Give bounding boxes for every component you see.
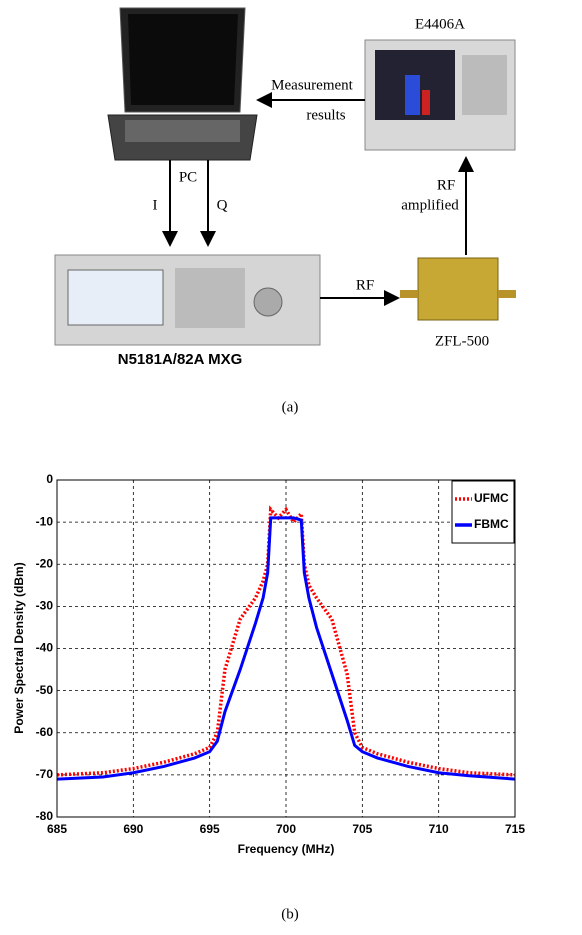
x-tick-label: 700	[276, 822, 296, 836]
y-tick-label: -80	[36, 809, 54, 823]
label: amplified	[401, 197, 459, 213]
x-tick-label: 690	[123, 822, 143, 836]
label: E4406A	[415, 16, 465, 32]
label: RF	[437, 177, 455, 193]
x-tick-label: 705	[352, 822, 372, 836]
x-tick-label: 685	[47, 822, 67, 836]
series-line	[56, 505, 516, 777]
y-axis-title: Power Spectral Density (dBm)	[12, 562, 26, 733]
legend-box	[451, 480, 515, 544]
x-tick-label: 710	[429, 822, 449, 836]
label: RF	[356, 277, 374, 293]
label: N5181A/82A MXG	[118, 351, 243, 368]
label: Measurement	[271, 77, 353, 93]
x-axis-title: Frequency (MHz)	[238, 842, 335, 856]
y-tick-label: -10	[36, 514, 54, 528]
laptop	[107, 7, 258, 161]
y-tick-label: -20	[36, 556, 54, 570]
label: Q	[217, 197, 228, 213]
spectrum-analyzer	[364, 39, 516, 151]
connections	[162, 92, 474, 306]
y-tick-label: -70	[36, 767, 54, 781]
label: PC	[179, 169, 197, 185]
label: ZFL-500	[435, 333, 489, 349]
legend-label: UFMC	[474, 491, 509, 505]
caption: (b)	[281, 906, 299, 922]
y-tick-label: -30	[36, 599, 54, 613]
y-tick-label: -50	[36, 683, 54, 697]
y-tick-label: 0	[46, 472, 53, 486]
label: I	[153, 197, 158, 213]
plot-frame	[56, 479, 516, 818]
amplifier	[400, 257, 516, 321]
x-tick-label: 695	[200, 822, 220, 836]
series-line	[56, 516, 516, 781]
label: results	[306, 107, 345, 123]
signal-generator	[54, 254, 321, 346]
y-tick-label: -40	[36, 641, 54, 655]
caption: (a)	[282, 399, 299, 415]
x-tick-label: 715	[505, 822, 525, 836]
legend-label: FBMC	[474, 517, 509, 531]
y-tick-label: -60	[36, 725, 54, 739]
